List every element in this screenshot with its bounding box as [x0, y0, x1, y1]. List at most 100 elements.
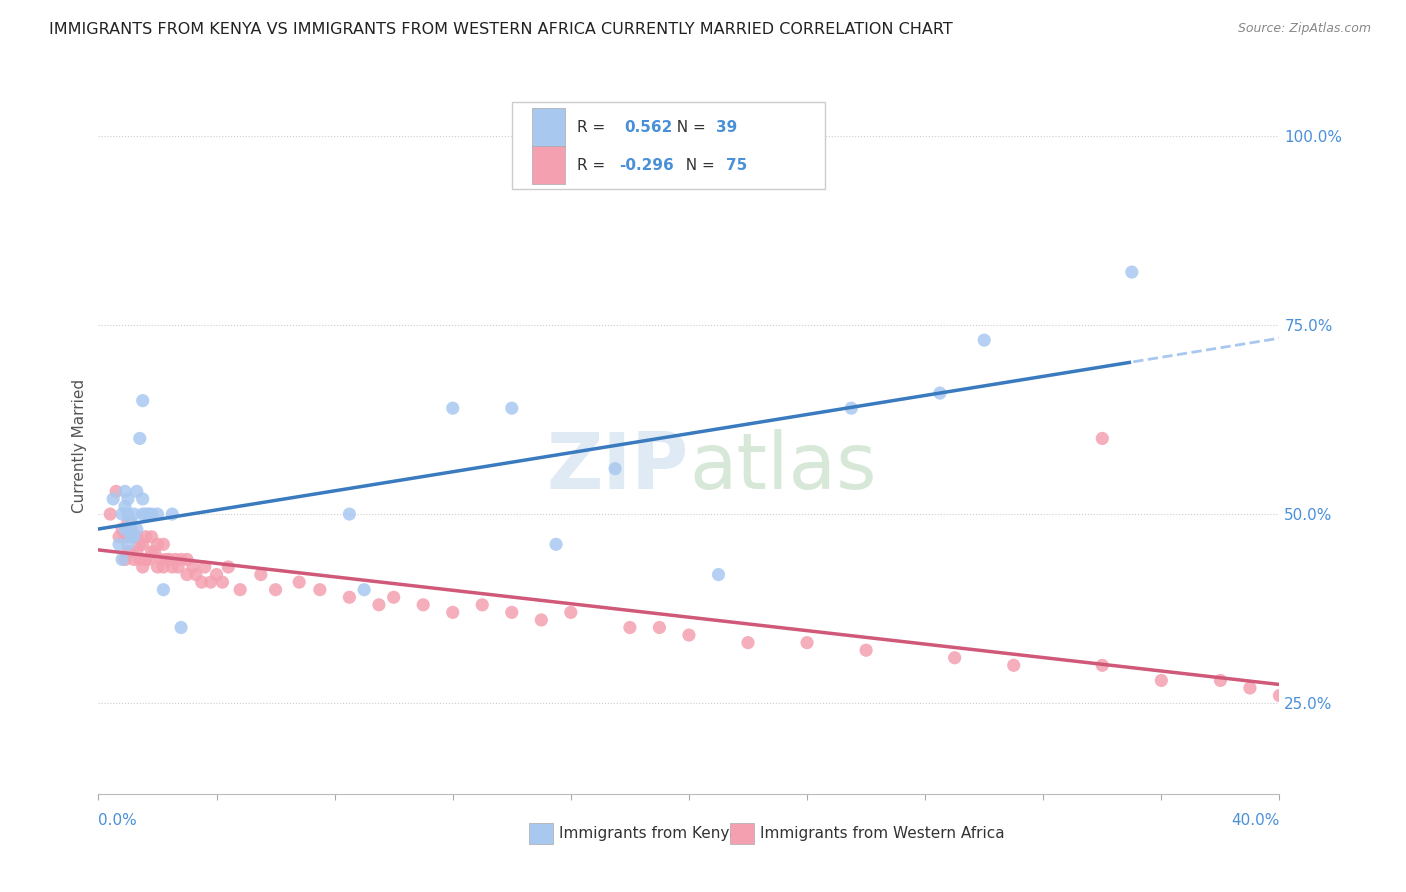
Text: 0.0%: 0.0% — [98, 813, 138, 828]
Point — [678, 628, 700, 642]
Point — [114, 484, 136, 499]
Point — [146, 507, 169, 521]
Point — [105, 484, 128, 499]
Point — [1091, 658, 1114, 673]
Point — [111, 552, 134, 566]
Point — [167, 560, 190, 574]
Point — [125, 545, 148, 559]
Point — [125, 484, 148, 499]
Point — [143, 545, 166, 559]
Text: Immigrants from Western Africa: Immigrants from Western Africa — [759, 826, 1004, 841]
Point — [205, 567, 228, 582]
Point — [125, 522, 148, 536]
Point — [441, 606, 464, 620]
Point — [194, 560, 217, 574]
Point — [122, 530, 145, 544]
Point — [619, 620, 641, 634]
Point — [943, 650, 966, 665]
Point — [737, 635, 759, 649]
Point — [141, 530, 163, 544]
Point — [929, 386, 952, 401]
Point — [368, 598, 391, 612]
Text: atlas: atlas — [689, 429, 876, 505]
Point — [128, 432, 150, 446]
Point — [176, 552, 198, 566]
Point — [162, 507, 183, 521]
Point — [128, 552, 150, 566]
Point — [288, 575, 311, 590]
Point — [120, 545, 142, 559]
Point — [165, 552, 187, 566]
Point — [560, 606, 582, 620]
Point — [98, 507, 121, 521]
Point — [149, 552, 172, 566]
FancyBboxPatch shape — [530, 823, 553, 844]
Text: 40.0%: 40.0% — [1232, 813, 1279, 828]
Point — [973, 333, 995, 347]
Point — [1239, 681, 1261, 695]
Point — [132, 537, 155, 551]
Point — [125, 530, 148, 544]
Point — [1268, 689, 1291, 703]
Point — [250, 567, 273, 582]
Point — [412, 598, 434, 612]
Point — [117, 537, 139, 551]
Point — [855, 643, 877, 657]
Point — [108, 537, 131, 551]
Point — [117, 522, 139, 536]
Point — [114, 522, 136, 536]
Text: R =: R = — [576, 158, 610, 172]
Point — [132, 507, 155, 521]
Text: Source: ZipAtlas.com: Source: ZipAtlas.com — [1237, 22, 1371, 36]
Point — [132, 560, 155, 574]
Text: ZIP: ZIP — [547, 429, 689, 505]
Point — [120, 515, 142, 529]
Point — [132, 393, 155, 408]
Point — [122, 530, 145, 544]
Point — [501, 401, 523, 416]
Point — [138, 507, 160, 521]
Point — [146, 537, 169, 551]
Point — [1150, 673, 1173, 688]
Point — [229, 582, 252, 597]
Point — [184, 567, 207, 582]
Text: IMMIGRANTS FROM KENYA VS IMMIGRANTS FROM WESTERN AFRICA CURRENTLY MARRIED CORREL: IMMIGRANTS FROM KENYA VS IMMIGRANTS FROM… — [49, 22, 953, 37]
Text: 75: 75 — [725, 158, 747, 172]
Text: Immigrants from Kenya: Immigrants from Kenya — [560, 826, 738, 841]
Point — [796, 635, 818, 649]
Point — [114, 500, 136, 514]
Point — [103, 491, 125, 506]
Point — [117, 491, 139, 506]
Point — [1091, 432, 1114, 446]
Point — [605, 461, 627, 475]
Point — [108, 530, 131, 544]
FancyBboxPatch shape — [531, 146, 565, 185]
Point — [471, 598, 494, 612]
Point — [339, 507, 361, 521]
Point — [501, 606, 523, 620]
Text: 0.562: 0.562 — [624, 120, 672, 135]
Point — [152, 560, 174, 574]
Point — [135, 507, 157, 521]
Point — [353, 582, 375, 597]
Point — [162, 560, 183, 574]
Point — [122, 552, 145, 566]
Point — [309, 582, 332, 597]
FancyBboxPatch shape — [531, 108, 565, 146]
Text: N =: N = — [676, 158, 720, 172]
Text: N =: N = — [666, 120, 710, 135]
Point — [1121, 265, 1143, 279]
Point — [707, 567, 730, 582]
Point — [648, 620, 671, 634]
Point — [841, 401, 863, 416]
Point — [117, 530, 139, 544]
Point — [120, 522, 142, 536]
Point — [111, 507, 134, 521]
Point — [152, 537, 174, 551]
Point — [141, 507, 163, 521]
FancyBboxPatch shape — [512, 102, 825, 188]
Point — [264, 582, 287, 597]
Point — [132, 491, 155, 506]
Point — [170, 620, 193, 634]
Point — [1209, 673, 1232, 688]
